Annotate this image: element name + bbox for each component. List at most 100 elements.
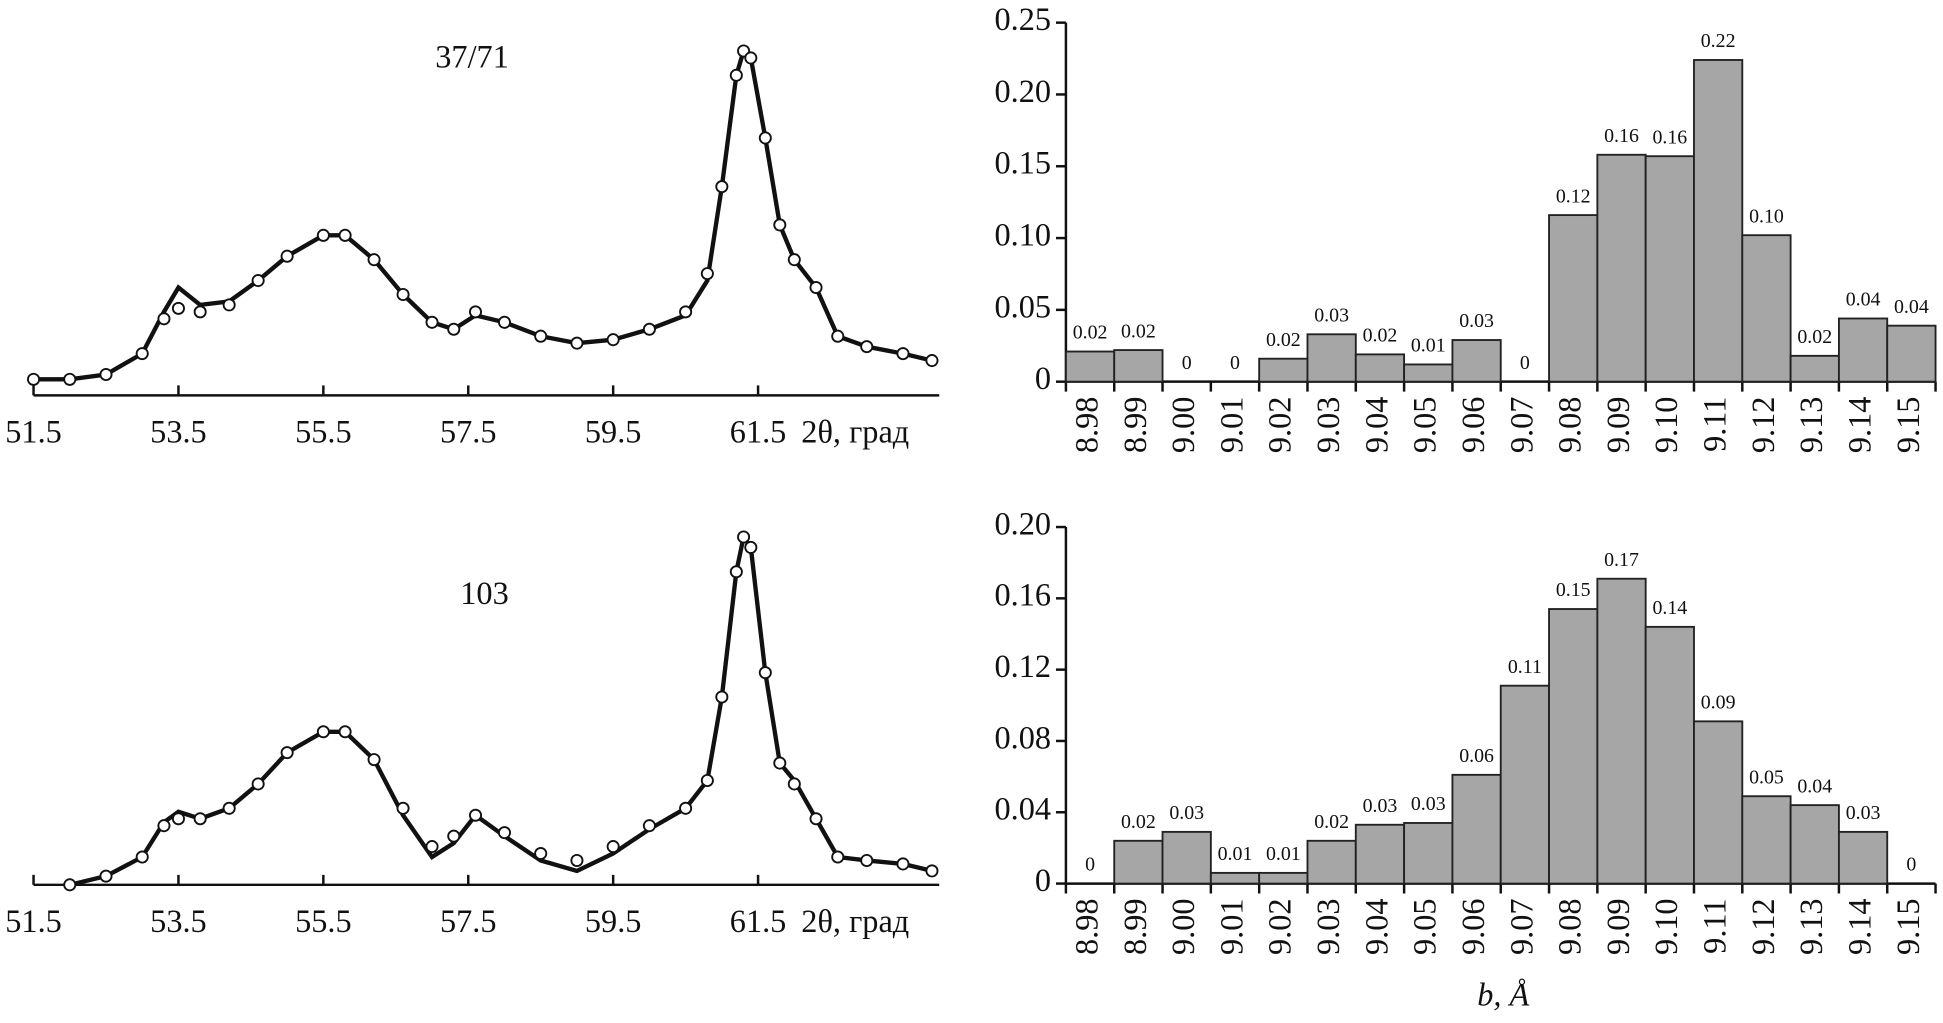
data-point bbox=[171, 301, 185, 315]
value-label: 0.04 bbox=[1894, 296, 1929, 318]
value-label: 0.02 bbox=[1363, 325, 1398, 347]
x-tick-label: 9.07 bbox=[1503, 898, 1539, 955]
x-tick-label: 9.13 bbox=[1793, 397, 1829, 454]
data-point bbox=[679, 305, 693, 319]
value-label: 0.02 bbox=[1073, 322, 1108, 344]
annotation: 37/71 bbox=[435, 38, 509, 74]
bar bbox=[1209, 871, 1261, 885]
y-tick-label: 0.10 bbox=[994, 216, 1051, 252]
y-tick-label: 0.16 bbox=[994, 577, 1051, 613]
x-tick-label: 61.5 bbox=[730, 903, 787, 939]
data-point bbox=[280, 249, 294, 263]
value-label: 0 bbox=[1085, 854, 1095, 876]
bar bbox=[1741, 795, 1792, 885]
value-label: 0.15 bbox=[1556, 579, 1591, 601]
data-point bbox=[193, 812, 207, 826]
data-point bbox=[744, 540, 758, 554]
bar bbox=[1064, 350, 1116, 383]
bar bbox=[1644, 625, 1695, 885]
data-point bbox=[468, 808, 483, 822]
x-tick-label: 57.5 bbox=[440, 903, 497, 939]
data-point bbox=[570, 336, 584, 350]
data-point bbox=[715, 180, 729, 194]
x-tick-label: 9.08 bbox=[1552, 397, 1588, 454]
data-point bbox=[447, 829, 461, 843]
x-tick-label: 61.5 bbox=[730, 414, 787, 450]
value-label: 0.16 bbox=[1604, 125, 1639, 147]
y-tick-label: 0.04 bbox=[994, 791, 1051, 827]
value-label: 0.02 bbox=[1797, 326, 1832, 348]
x-tick-label: 9.00 bbox=[1165, 397, 1201, 454]
x-tick-label: 9.09 bbox=[1600, 397, 1636, 454]
value-label: 0.03 bbox=[1846, 802, 1881, 824]
x-tick-label: 9.04 bbox=[1358, 397, 1394, 454]
data-point bbox=[737, 530, 751, 544]
bar bbox=[1693, 59, 1744, 383]
bar bbox=[1837, 317, 1889, 383]
data-point bbox=[497, 826, 512, 840]
data-point bbox=[396, 801, 410, 815]
bar bbox=[1789, 804, 1840, 885]
data-point bbox=[367, 753, 381, 767]
x-axis-label: 2θ, град bbox=[801, 903, 909, 939]
data-point bbox=[171, 812, 185, 826]
bar bbox=[1403, 363, 1454, 383]
data-point bbox=[338, 725, 352, 739]
data-point bbox=[63, 372, 77, 386]
bar bbox=[1789, 354, 1840, 383]
data-point bbox=[896, 347, 910, 361]
x-tick-label: 9.15 bbox=[1890, 397, 1926, 454]
value-label: 0.22 bbox=[1701, 30, 1736, 52]
value-label: 0.01 bbox=[1266, 843, 1301, 865]
x-tick-label: 8.99 bbox=[1117, 898, 1153, 955]
value-label: 0.03 bbox=[1314, 304, 1349, 326]
data-point bbox=[367, 253, 381, 267]
x-tick-label: 9.13 bbox=[1793, 898, 1829, 955]
x-tick-label: 51.5 bbox=[5, 903, 62, 939]
data-point bbox=[425, 315, 439, 329]
data-point bbox=[222, 298, 236, 312]
x-tick-label: 9.04 bbox=[1358, 898, 1394, 955]
bar bbox=[1403, 822, 1454, 885]
data-point bbox=[135, 347, 149, 361]
data-point bbox=[63, 878, 77, 892]
data-point bbox=[729, 68, 743, 82]
data-point bbox=[642, 819, 656, 833]
data-point bbox=[744, 51, 758, 65]
x-tick-label: 9.11 bbox=[1697, 898, 1733, 953]
x-tick-label: 9.12 bbox=[1745, 397, 1781, 454]
data-point bbox=[809, 280, 823, 295]
data-point bbox=[316, 228, 330, 242]
data-point bbox=[193, 305, 207, 319]
value-label: 0 bbox=[1520, 352, 1530, 374]
bar bbox=[1451, 773, 1502, 885]
x-tick-label: 9.05 bbox=[1407, 898, 1443, 955]
value-label: 0.03 bbox=[1459, 310, 1494, 332]
data-point bbox=[425, 840, 439, 854]
x-tick-label: 9.14 bbox=[1841, 898, 1877, 955]
data-point bbox=[606, 840, 620, 854]
bar bbox=[1644, 155, 1695, 383]
data-point bbox=[896, 857, 910, 871]
data-point bbox=[27, 372, 41, 386]
y-tick-label: 0.08 bbox=[994, 719, 1051, 755]
data-point bbox=[925, 354, 939, 368]
y-tick-label: 0 bbox=[1035, 862, 1051, 898]
value-label: 0.04 bbox=[1846, 289, 1881, 311]
value-label: 0.11 bbox=[1508, 656, 1542, 678]
bar bbox=[1499, 684, 1550, 885]
value-label: 0.01 bbox=[1411, 335, 1446, 357]
x-tick-label: 9.03 bbox=[1310, 397, 1346, 454]
x-tick-label: 51.5 bbox=[5, 414, 62, 450]
fit-line bbox=[33, 46, 933, 382]
data-point bbox=[679, 801, 693, 815]
x-tick-label: 9.09 bbox=[1600, 898, 1636, 955]
value-label: 0.03 bbox=[1169, 802, 1204, 824]
bar bbox=[1741, 234, 1792, 383]
data-point bbox=[99, 869, 113, 883]
value-label: 0 bbox=[1906, 854, 1916, 876]
data-point bbox=[396, 287, 410, 301]
bar bbox=[1886, 324, 1937, 383]
bar bbox=[1354, 823, 1406, 885]
value-label: 0 bbox=[1182, 352, 1192, 374]
